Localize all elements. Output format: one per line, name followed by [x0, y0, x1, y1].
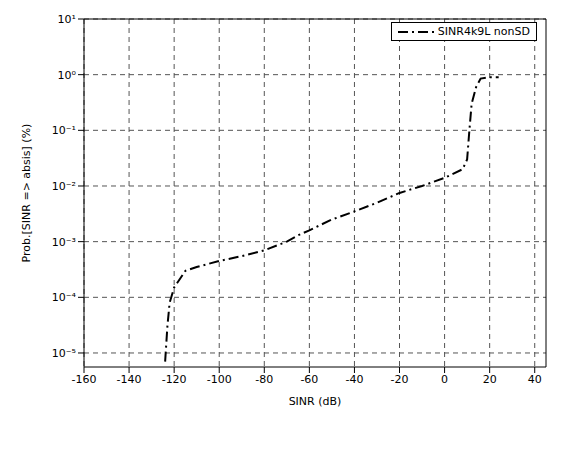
svg-text:Prob.[SINR => absis] (%): Prob.[SINR => absis] (%) [20, 124, 33, 263]
svg-text:-60: -60 [300, 373, 318, 386]
svg-text:10⁻¹: 10⁻¹ [52, 124, 76, 137]
svg-text:10¹: 10¹ [58, 13, 76, 26]
svg-text:40: 40 [528, 373, 542, 386]
svg-text:20: 20 [483, 373, 497, 386]
svg-text:-20: -20 [391, 373, 409, 386]
html-text:SINR4k9L nonSD: SINR4k9L nonSD [437, 25, 530, 38]
svg-text:-80: -80 [255, 373, 273, 386]
svg-text:10⁰: 10⁰ [58, 69, 77, 82]
svg-text:10⁻²: 10⁻² [52, 180, 76, 193]
svg-text:-40: -40 [345, 373, 363, 386]
svg-text:-120: -120 [162, 373, 187, 386]
svg-text:-140: -140 [117, 373, 142, 386]
svg-text:10⁻⁴: 10⁻⁴ [52, 291, 77, 304]
svg-text:SINR (dB): SINR (dB) [289, 395, 342, 408]
svg-text:-100: -100 [207, 373, 232, 386]
svg-text:10⁻³: 10⁻³ [52, 236, 76, 249]
svg-text:-160: -160 [72, 373, 97, 386]
svg-text:10⁻⁵: 10⁻⁵ [52, 347, 76, 360]
svg-text:0: 0 [441, 373, 448, 386]
